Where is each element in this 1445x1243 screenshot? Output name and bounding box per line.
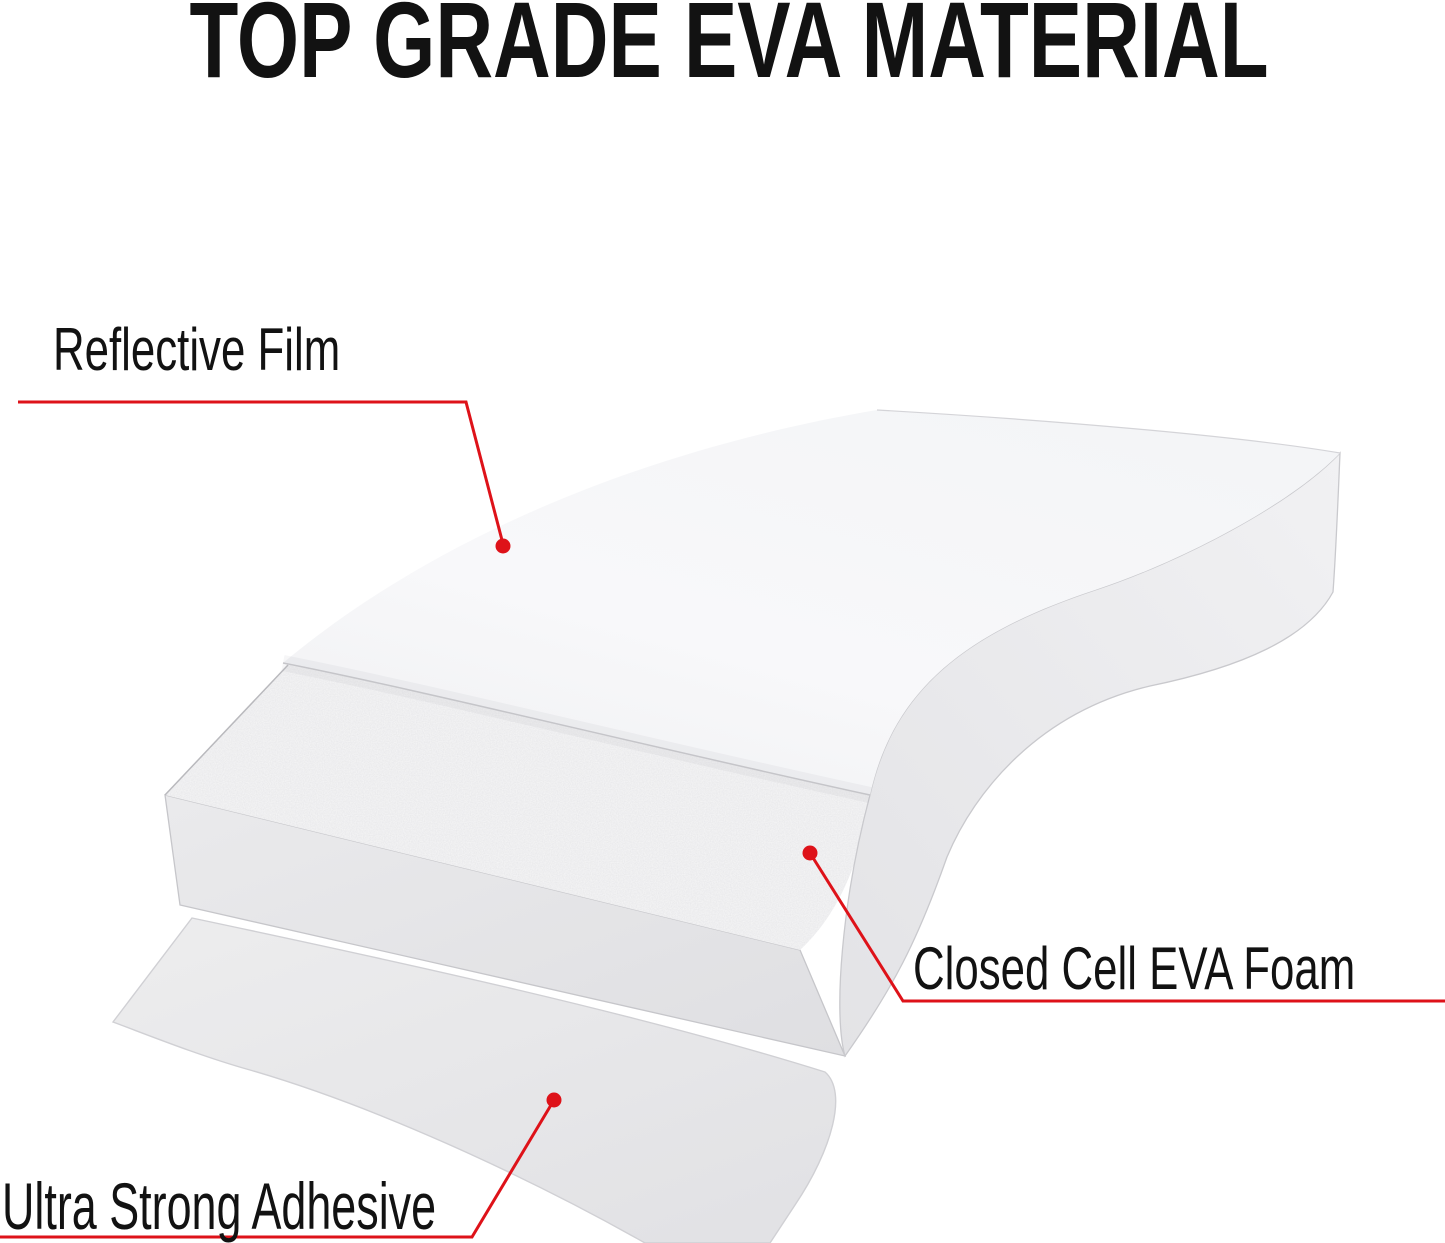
film-front-edge xyxy=(282,662,871,796)
side-thickness-face xyxy=(839,451,1341,1058)
adhesive-sheet-face xyxy=(111,917,837,1243)
reflective-film-face xyxy=(283,410,1340,795)
reflective-film-dot xyxy=(495,538,511,554)
foam-back-edge xyxy=(164,664,289,796)
slab-top-right-edge xyxy=(876,409,1341,454)
closed-cell-eva-foam-label: Closed Cell EVA Foam xyxy=(913,935,1356,1002)
adhesive-dot xyxy=(546,1092,562,1108)
callout-dots xyxy=(495,538,818,1108)
reflective-film-label: Reflective Film xyxy=(53,316,341,383)
closed-cell-dot xyxy=(802,845,818,861)
ultra-strong-adhesive-label: Ultra Strong Adhesive xyxy=(2,1169,437,1243)
page-title-text: TOP GRADE EVA MATERIAL xyxy=(189,0,1269,100)
adhesive-leader-line xyxy=(0,1099,556,1239)
page-title: TOP GRADE EVA MATERIAL xyxy=(0,0,1445,94)
reflective-film-leader-line xyxy=(18,400,505,545)
closed-cell-leader-line xyxy=(808,852,1445,1003)
callout-leaders xyxy=(0,400,1445,1239)
foam-texture xyxy=(165,665,870,950)
